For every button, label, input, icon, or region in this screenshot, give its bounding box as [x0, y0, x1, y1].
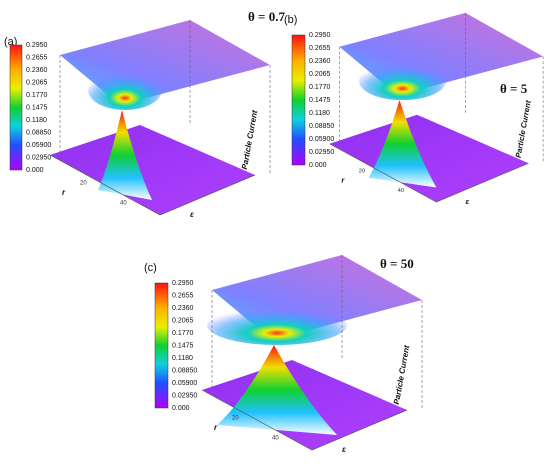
- axis: [201, 389, 408, 451]
- r-axis-label: r: [214, 423, 218, 432]
- colorbar-label: 0.000: [26, 167, 44, 174]
- z-axis-label: Particle Current: [240, 109, 259, 170]
- tick-label: 20: [232, 416, 239, 422]
- colorbar-label: 0.2065: [172, 317, 194, 324]
- funnel: [207, 305, 347, 345]
- colorbar-label: 0.08850: [26, 129, 51, 136]
- colorbar-label: 0.2360: [172, 305, 194, 312]
- colorbar-label: 0.000: [172, 405, 190, 412]
- colorbar-label: 0.2655: [26, 54, 48, 61]
- bottom-surface: [50, 125, 255, 215]
- panel-label: (c): [144, 262, 157, 274]
- colorbar-label: 0.000: [309, 162, 327, 169]
- surface-plot: Particle Current r ε 20 40: [201, 255, 423, 454]
- tick-label: 40: [120, 201, 127, 207]
- tick-label: 20: [359, 168, 365, 174]
- surface-plot: Particle Current r ε 20 40: [329, 12, 544, 206]
- peak: [98, 110, 152, 200]
- colorbar-label: 0.1475: [309, 97, 331, 104]
- tick-label: 40: [272, 436, 279, 442]
- colorbar-label: 0.1180: [309, 110, 330, 117]
- colorbar-label: 0.05900: [26, 142, 51, 149]
- colorbar-label: 0.2655: [309, 45, 331, 52]
- colorbar-label: 0.1770: [309, 84, 331, 91]
- colorbar-label: 0.2360: [309, 58, 331, 65]
- colorbar-label: 0.1180: [26, 117, 47, 124]
- colorbar-label: 0.08850: [309, 123, 334, 130]
- colorbar-label: 0.2065: [26, 79, 48, 86]
- z-axis-label: Particle Current: [392, 344, 411, 405]
- colorbar-label: 0.1475: [172, 342, 194, 349]
- surface-plot: Particle Current r ε 20 40: [49, 20, 271, 219]
- panel: (b) θ = 5 0.2950 0.2655 0.2360 0.2065 0.1770 0.…: [284, 12, 544, 206]
- colorbar-label: 0.02950: [172, 392, 197, 399]
- z-axis-label: Particle Current: [514, 99, 533, 158]
- panel: (c) θ = 50 0.2950 0.2655 0.2360 0.2065 0.1770 0…: [144, 255, 423, 454]
- peak: [368, 100, 437, 188]
- colorbar-label: 0.2360: [26, 67, 48, 74]
- e-axis-label: ε: [466, 197, 470, 206]
- colorbar-label: 0.1475: [26, 104, 48, 111]
- colorbar-label: 0.1770: [26, 92, 48, 99]
- theta-label: θ = 50: [380, 256, 414, 271]
- peak: [217, 345, 337, 435]
- funnel: [88, 70, 162, 110]
- colorbar-label: 0.05900: [309, 136, 334, 143]
- colorbar-label: 0.2950: [172, 280, 194, 287]
- panel: (a)θ = 0.70.29500.26550.23600.20650.1770…: [4, 9, 285, 219]
- e-axis-label: ε: [342, 445, 346, 454]
- colorbar-label: 0.02950: [26, 154, 51, 161]
- colorbar-label: 0.02950: [309, 149, 334, 156]
- colorbar-label: 0.1770: [172, 330, 194, 337]
- colorbar-label: 0.2065: [309, 71, 331, 78]
- r-axis-label: r: [341, 176, 345, 185]
- colorbar: [291, 34, 306, 166]
- axis: [329, 143, 529, 203]
- funnel: [358, 61, 447, 101]
- colorbar-label: 0.05900: [172, 380, 197, 387]
- colorbar: [154, 282, 169, 409]
- colorbar: [9, 44, 23, 171]
- theta-label: θ = 5: [500, 81, 528, 96]
- e-axis-label: ε: [190, 210, 194, 219]
- colorbar-label: 0.2950: [309, 32, 331, 39]
- colorbar-label: 0.1180: [172, 355, 193, 362]
- colorbar-label: 0.2950: [26, 42, 48, 49]
- colorbar-label: 0.08850: [172, 367, 197, 374]
- colorbar-label: 0.2655: [172, 292, 194, 299]
- bottom-surface: [329, 114, 529, 202]
- axis: [49, 154, 256, 216]
- theta-label: θ = 0.7: [248, 9, 285, 24]
- r-axis-label: r: [62, 188, 66, 197]
- panel-label: (b): [284, 14, 297, 26]
- tick-label: 20: [80, 181, 87, 187]
- tick-label: 40: [398, 188, 404, 194]
